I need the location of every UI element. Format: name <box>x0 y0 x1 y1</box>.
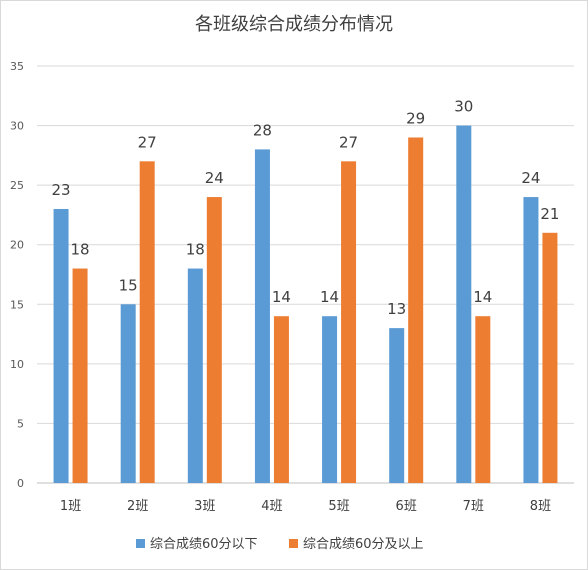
data-label: 29 <box>406 109 425 127</box>
bar <box>72 268 88 483</box>
data-label: 15 <box>119 276 138 294</box>
legend-label: 综合成绩60分以下 <box>150 537 258 552</box>
data-label: 14 <box>473 288 492 306</box>
y-tick-label: 25 <box>10 179 24 192</box>
data-label: 28 <box>253 121 272 139</box>
legend-swatch <box>136 539 145 548</box>
bar <box>254 149 270 483</box>
bar <box>206 197 222 484</box>
x-tick-label: 4班 <box>261 499 282 514</box>
data-label: 13 <box>387 300 406 318</box>
x-tick-label: 8班 <box>530 499 551 514</box>
y-tick-label: 5 <box>17 417 24 430</box>
bar <box>139 161 155 484</box>
data-label: 27 <box>138 133 157 151</box>
data-label: 27 <box>339 133 358 151</box>
chart-title: 各班级综合成绩分布情况 <box>195 14 393 35</box>
bar <box>456 125 472 484</box>
bar <box>53 208 69 483</box>
bar <box>389 328 405 483</box>
bar <box>341 161 357 484</box>
x-tick-label: 3班 <box>194 499 215 514</box>
x-tick-label: 7班 <box>463 499 484 514</box>
y-tick-label: 10 <box>10 358 24 371</box>
x-tick-label: 5班 <box>328 499 349 514</box>
x-tick-label: 1班 <box>60 499 81 514</box>
data-label: 21 <box>540 205 559 223</box>
x-tick-label: 2班 <box>127 499 148 514</box>
data-label: 24 <box>521 169 540 187</box>
bar <box>187 268 203 483</box>
data-label: 23 <box>52 181 71 199</box>
data-label: 18 <box>71 241 90 259</box>
data-label: 24 <box>205 169 224 187</box>
y-tick-label: 15 <box>10 298 24 311</box>
bar <box>523 197 539 484</box>
legend-swatch <box>289 539 298 548</box>
bar <box>120 304 136 483</box>
bar <box>322 316 338 483</box>
y-tick-label: 30 <box>10 120 24 133</box>
data-label: 18 <box>186 241 205 259</box>
data-label: 14 <box>320 288 339 306</box>
y-tick-label: 35 <box>10 60 24 73</box>
x-tick-label: 6班 <box>396 499 417 514</box>
data-label: 30 <box>454 98 473 116</box>
bar <box>542 232 558 483</box>
bar <box>408 137 424 483</box>
data-label: 14 <box>272 288 291 306</box>
legend-label: 综合成绩60分及以上 <box>303 537 424 552</box>
bar <box>475 316 491 483</box>
y-tick-label: 20 <box>10 239 24 252</box>
y-tick-label: 0 <box>17 477 24 490</box>
bar <box>273 316 289 483</box>
